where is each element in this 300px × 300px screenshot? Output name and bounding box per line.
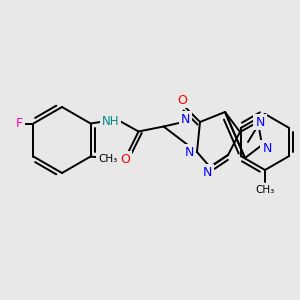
Text: N: N (184, 146, 194, 158)
Text: NH: NH (102, 115, 119, 128)
Text: N: N (202, 166, 212, 178)
Text: N: N (255, 116, 265, 128)
Text: CH₃: CH₃ (255, 185, 274, 195)
Text: O: O (177, 94, 187, 106)
Text: N: N (262, 142, 272, 154)
Text: CH₃: CH₃ (98, 154, 117, 164)
Text: N: N (181, 113, 190, 126)
Text: F: F (16, 117, 23, 130)
Text: O: O (121, 153, 130, 166)
